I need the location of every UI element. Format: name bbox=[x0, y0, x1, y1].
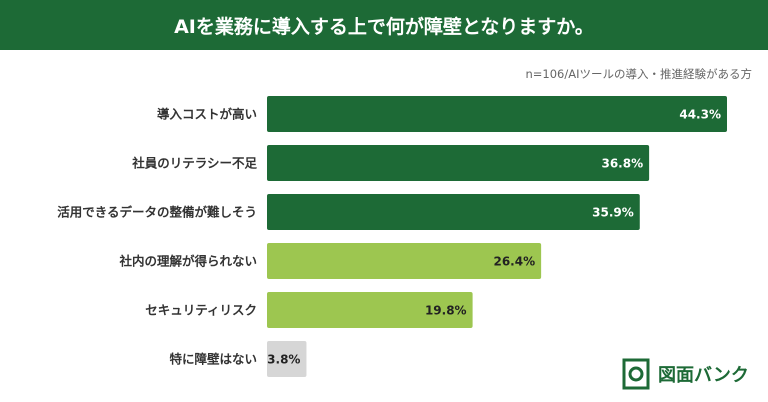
value-label: 35.9% bbox=[592, 206, 634, 220]
bar bbox=[267, 194, 640, 230]
category-label: 導入コストが高い bbox=[157, 107, 257, 122]
bar bbox=[267, 292, 473, 328]
sample-note: n=106/AIツールの導入・推進経験がある方 bbox=[525, 67, 752, 81]
brand-logo: 図面バンク bbox=[622, 357, 749, 391]
value-label: 19.8% bbox=[425, 304, 467, 318]
category-label: 活用できるデータの整備が難しそう bbox=[57, 205, 257, 220]
value-label: 44.3% bbox=[679, 108, 721, 122]
category-label: セキュリティリスク bbox=[145, 303, 257, 318]
logo-text: 図面バンク bbox=[658, 365, 749, 386]
value-label: 26.4% bbox=[493, 255, 535, 269]
bar bbox=[267, 341, 307, 377]
category-label: 特に障壁はない bbox=[169, 352, 257, 367]
value-label: 36.8% bbox=[601, 157, 643, 171]
category-label: 社内の理解が得られない bbox=[118, 254, 257, 269]
bar bbox=[267, 145, 650, 181]
category-label: 社員のリテラシー不足 bbox=[131, 156, 257, 171]
bar bbox=[267, 243, 542, 279]
bar bbox=[267, 96, 727, 132]
value-label: 3.8% bbox=[267, 353, 300, 367]
gear-blueprint-icon bbox=[622, 358, 650, 390]
chart-title: AIを業務に導入する上で何が障壁となりますか。 bbox=[0, 0, 768, 50]
